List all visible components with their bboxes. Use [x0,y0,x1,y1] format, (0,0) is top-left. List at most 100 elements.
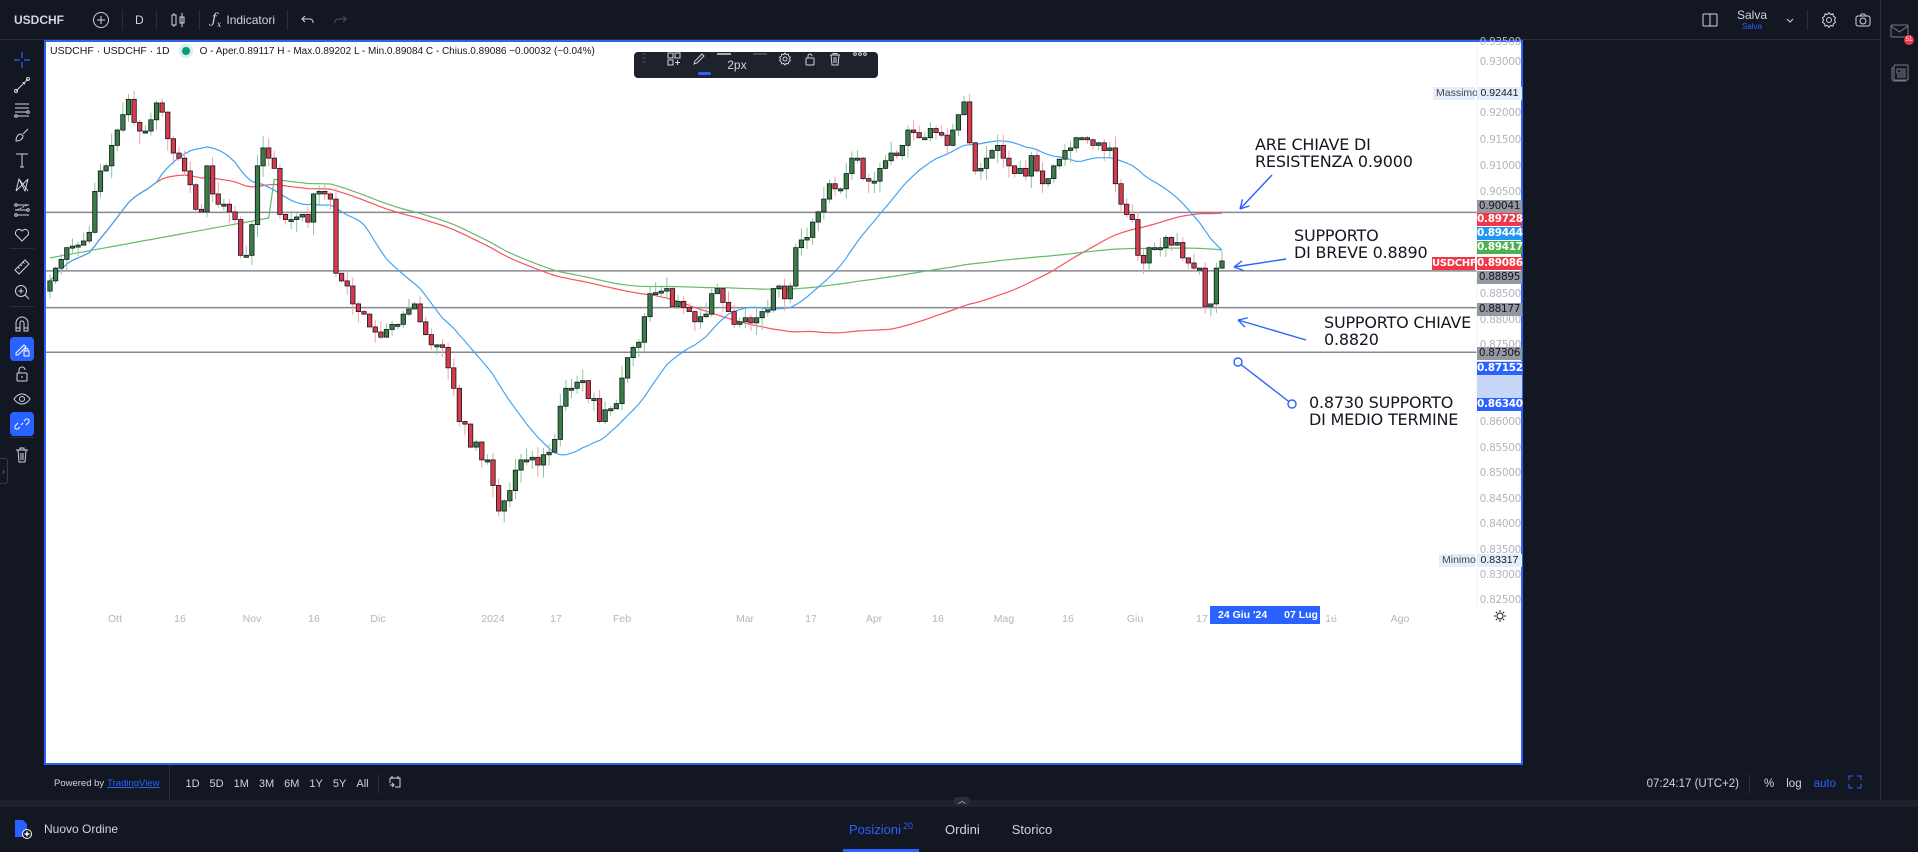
crosshair-tool[interactable] [10,48,34,72]
layout-button[interactable] [1693,6,1727,34]
arrow-resistance-head [1239,199,1244,210]
toolbar-collapse-toggle[interactable]: › [0,458,8,484]
go-to-date-button[interactable] [383,775,407,792]
chart-type-button[interactable] [161,6,195,34]
range-5d[interactable]: 5D [209,777,224,790]
tab-orders[interactable]: Ordini [929,807,996,852]
messages-button[interactable]: 51 [1889,20,1914,45]
annotation-short-support[interactable]: SUPPORTO DI BREVE 0.8890 [1294,227,1428,262]
compare-symbol-button[interactable] [84,6,118,34]
stay-in-drawing-mode-toggle[interactable] [10,337,34,361]
candle-body [137,121,143,132]
drag-handle[interactable] [642,52,667,78]
undo-button[interactable] [292,6,324,34]
news-button[interactable] [1889,62,1911,84]
magnet-tool[interactable] [10,312,34,336]
range-3m[interactable]: 3M [258,777,275,790]
expand-panel-button[interactable]: ︿ [954,797,970,805]
new-order-button[interactable]: Nuovo Ordine [14,819,118,839]
price-tag-ma-blue: 0.89444 [1477,227,1523,240]
tab-history[interactable]: Storico [996,807,1068,852]
candle-body [882,160,889,169]
pattern-tool[interactable] [10,173,34,197]
fib-tool[interactable] [10,98,34,122]
annotation-resistance[interactable]: ARE CHIAVE DI RESISTENZA 0.9000 [1255,136,1413,170]
tradingview-link[interactable]: TradingView [107,778,160,789]
settings-button[interactable] [1812,6,1846,34]
candle-body [905,129,911,146]
drawing-settings-button[interactable] [778,52,803,78]
zoom-in-tool[interactable] [10,280,34,304]
range-all[interactable]: All [356,777,369,790]
candle-body [361,311,367,315]
log-toggle[interactable]: log [1786,777,1802,790]
symbol-search-button[interactable]: USDCHF [14,12,64,27]
line-color-button[interactable] [692,52,717,78]
remove-drawings-tool[interactable] [10,443,34,467]
arrow-resistance[interactable] [1239,174,1273,210]
line-width-button[interactable]: 2px [717,52,752,78]
delete-drawing-button[interactable] [828,52,853,78]
chart-pane[interactable]: USDCHF · USDCHF · 1D O - Aper.0.89117 H … [44,36,1523,765]
range-6m[interactable]: 6M [284,777,300,790]
pencil-lock-icon [15,344,30,357]
line-style-button[interactable] [752,52,778,78]
unlock-icon [16,366,28,382]
arrow-key-support[interactable] [1237,319,1307,341]
range-5y[interactable]: 5Y [332,777,347,790]
lock-drawing-button[interactable] [803,52,828,78]
templates-button[interactable] [667,52,692,78]
tab-positions[interactable]: Posizioni 20 [833,807,929,852]
snapshot-button[interactable] [1846,6,1880,34]
annotation-key-support[interactable]: SUPPORTO CHIAVE 0.8820 [1324,314,1471,348]
brush-tool[interactable] [10,123,34,147]
candle-body [983,157,990,169]
candle-body [69,245,76,249]
range-1d[interactable]: 1D [185,777,200,790]
ma-red-line [49,174,1223,334]
redo-button[interactable] [324,6,356,34]
clock[interactable]: 07:24:17 (UTC+2) [1647,773,1751,794]
arrow-short-support[interactable] [1233,258,1287,268]
arrow-handle[interactable] [1233,357,1243,367]
measure-tool[interactable] [10,255,34,279]
annotation-medium-support[interactable]: 0.8730 SUPPORTO DI MEDIO TERMINE [1309,394,1458,428]
forecast-tool[interactable] [10,198,34,222]
candle-body [1124,203,1130,215]
price-tick: 0.93000 [1479,56,1522,68]
lock-drawings-tool[interactable] [10,362,34,386]
annotation-line: DI BREVE 0.8890 [1294,243,1428,262]
candle-body [428,334,434,346]
text-tool[interactable] [10,148,34,172]
candlestick-chart[interactable] [46,42,1521,763]
time-tick: Dic [370,613,386,625]
interval-button[interactable]: D [135,12,144,27]
candle-body [967,101,973,144]
percent-toggle[interactable]: % [1764,777,1775,790]
sync-drawings-toggle[interactable] [10,412,34,436]
powered-by: Powered by TradingView [44,765,171,802]
range-1m[interactable]: 1M [233,777,249,790]
time-tick: Mag [993,613,1015,625]
candle-body [238,219,244,256]
auto-scale-toggle[interactable]: auto [1813,777,1836,790]
trend-line-tool[interactable] [10,73,34,97]
candle-body [271,157,277,169]
candle-body [221,203,227,207]
save-button[interactable]: Salva Salva [1737,9,1767,31]
icons-tool[interactable] [10,223,34,247]
candle-body [148,119,154,132]
hide-drawings-tool[interactable] [10,387,34,411]
more-options-button[interactable] [853,52,878,78]
line-width-icon [717,53,732,55]
save-dropdown-button[interactable] [1777,6,1803,34]
candle-body [389,323,395,330]
indicators-button[interactable]: ƒx Indicatori [204,6,283,34]
arrow-medium-support[interactable] [1238,362,1293,405]
arrow-handle[interactable] [1287,399,1297,409]
range-1y[interactable]: 1Y [309,777,323,790]
fullscreen-button[interactable] [1842,775,1868,792]
time-tick: Mar [735,613,755,625]
candle-body [277,167,283,215]
